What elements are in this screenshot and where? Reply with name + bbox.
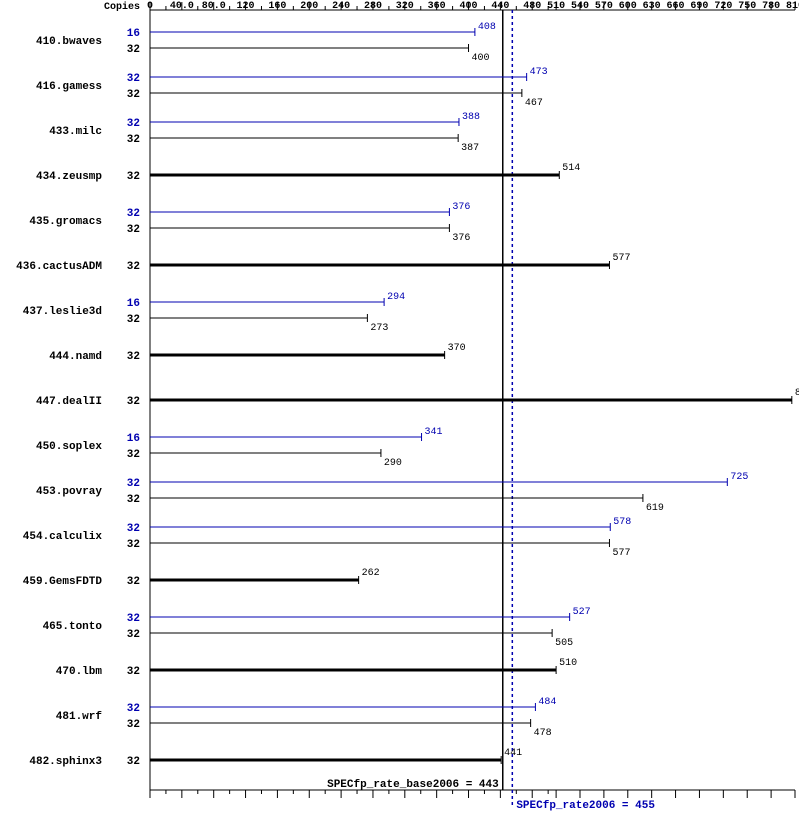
axis-tick-label: 690 — [690, 1, 708, 12]
axis-tick-label: 440 — [491, 1, 509, 12]
axis-tick-label: 660 — [667, 1, 685, 12]
base-value: 510 — [559, 658, 577, 669]
base-value: 505 — [555, 638, 573, 649]
benchmark-name: 450.soplex — [36, 441, 102, 453]
base-value: 370 — [448, 343, 466, 354]
benchmark-name: 482.sphinx3 — [29, 756, 102, 768]
peak-value: 388 — [462, 112, 480, 123]
axis-tick-label: 160 — [268, 1, 286, 12]
base-copies: 32 — [127, 134, 140, 146]
axis-tick-label: 600 — [619, 1, 637, 12]
base-copies: 32 — [127, 629, 140, 641]
base-copies: 32 — [127, 224, 140, 236]
base-value: 290 — [384, 458, 402, 469]
base-copies: 32 — [127, 351, 140, 363]
benchmark-name: 453.povray — [36, 486, 102, 498]
axis-tick-label: 80.0 — [202, 1, 226, 12]
axis-tick-label: 400 — [460, 1, 478, 12]
peak-value: 725 — [730, 472, 748, 483]
axis-tick-label: 120 — [237, 1, 255, 12]
base-copies: 32 — [127, 171, 140, 183]
base-value: 273 — [370, 323, 388, 334]
base-copies: 32 — [127, 539, 140, 551]
benchmark-name: 454.calculix — [23, 531, 103, 543]
axis-tick-label: 480 — [523, 1, 541, 12]
ref-label-base: SPECfp_rate_base2006 = 443 — [327, 779, 499, 791]
base-value: 577 — [612, 548, 630, 559]
base-value: 577 — [612, 253, 630, 264]
base-value: 376 — [452, 233, 470, 244]
base-copies: 32 — [127, 449, 140, 461]
base-value: 806 — [795, 388, 799, 399]
axis-tick-label: 510 — [547, 1, 565, 12]
peak-copies: 32 — [127, 478, 140, 490]
benchmark-name: 444.namd — [49, 351, 102, 363]
peak-copies: 32 — [127, 208, 140, 220]
peak-copies: 32 — [127, 73, 140, 85]
axis-tick-label: 360 — [428, 1, 446, 12]
base-copies: 32 — [127, 494, 140, 506]
base-copies: 32 — [127, 719, 140, 731]
base-value: 441 — [504, 748, 522, 759]
base-value: 478 — [534, 728, 552, 739]
base-copies: 32 — [127, 44, 140, 56]
peak-copies: 32 — [127, 703, 140, 715]
axis-tick-label: 750 — [738, 1, 756, 12]
peak-value: 376 — [452, 202, 470, 213]
benchmark-name: 465.tonto — [43, 621, 103, 633]
axis-tick-label: 200 — [300, 1, 318, 12]
base-copies: 32 — [127, 576, 140, 588]
base-value: 387 — [461, 143, 479, 154]
axis-tick-label: 280 — [364, 1, 382, 12]
benchmark-name: 481.wrf — [56, 711, 103, 723]
base-copies: 32 — [127, 756, 140, 768]
base-value: 400 — [472, 53, 490, 64]
axis-tick-label: 630 — [643, 1, 661, 12]
peak-value: 294 — [387, 292, 405, 303]
axis-tick-label: 720 — [714, 1, 732, 12]
ref-label-peak: SPECfp_rate2006 = 455 — [516, 800, 655, 812]
peak-copies: 16 — [127, 298, 140, 310]
base-copies: 32 — [127, 261, 140, 273]
peak-value: 527 — [573, 607, 591, 618]
benchmark-name: 434.zeusmp — [36, 171, 102, 183]
base-copies: 32 — [127, 666, 140, 678]
peak-value: 473 — [530, 67, 548, 78]
axis-tick-label: 320 — [396, 1, 414, 12]
base-value: 262 — [362, 568, 380, 579]
benchmark-name: 416.gamess — [36, 81, 102, 93]
benchmark-name: 410.bwaves — [36, 36, 102, 48]
benchmark-name: 435.gromacs — [29, 216, 102, 228]
peak-value: 578 — [613, 517, 631, 528]
axis-tick-label: 540 — [571, 1, 589, 12]
axis-tick-label: 40.0 — [170, 1, 194, 12]
axis-tick-label: 780 — [762, 1, 780, 12]
peak-value: 341 — [425, 427, 443, 438]
base-copies: 32 — [127, 89, 140, 101]
benchmark-name: 447.dealII — [36, 396, 102, 408]
base-copies: 32 — [127, 314, 140, 326]
peak-copies: 16 — [127, 433, 140, 445]
benchmark-name: 437.leslie3d — [23, 306, 102, 318]
peak-value: 408 — [478, 22, 496, 33]
base-value: 514 — [562, 163, 580, 174]
peak-copies: 16 — [127, 28, 140, 40]
peak-copies: 32 — [127, 613, 140, 625]
benchmark-name: 436.cactusADM — [16, 261, 102, 273]
benchmark-name: 470.lbm — [56, 666, 103, 678]
benchmark-name: 433.milc — [49, 126, 102, 138]
peak-copies: 32 — [127, 118, 140, 130]
copies-header: Copies — [104, 1, 140, 13]
peak-copies: 32 — [127, 523, 140, 535]
spec-rate-chart: 040.080.01201602002402803203604004404805… — [0, 0, 799, 831]
axis-tick-label: 240 — [332, 1, 350, 12]
base-value: 467 — [525, 98, 543, 109]
base-copies: 32 — [127, 396, 140, 408]
axis-tick-label: 570 — [595, 1, 613, 12]
base-value: 619 — [646, 503, 664, 514]
axis-tick-label: 810 — [786, 1, 799, 12]
benchmark-name: 459.GemsFDTD — [23, 576, 103, 588]
peak-value: 484 — [538, 697, 556, 708]
